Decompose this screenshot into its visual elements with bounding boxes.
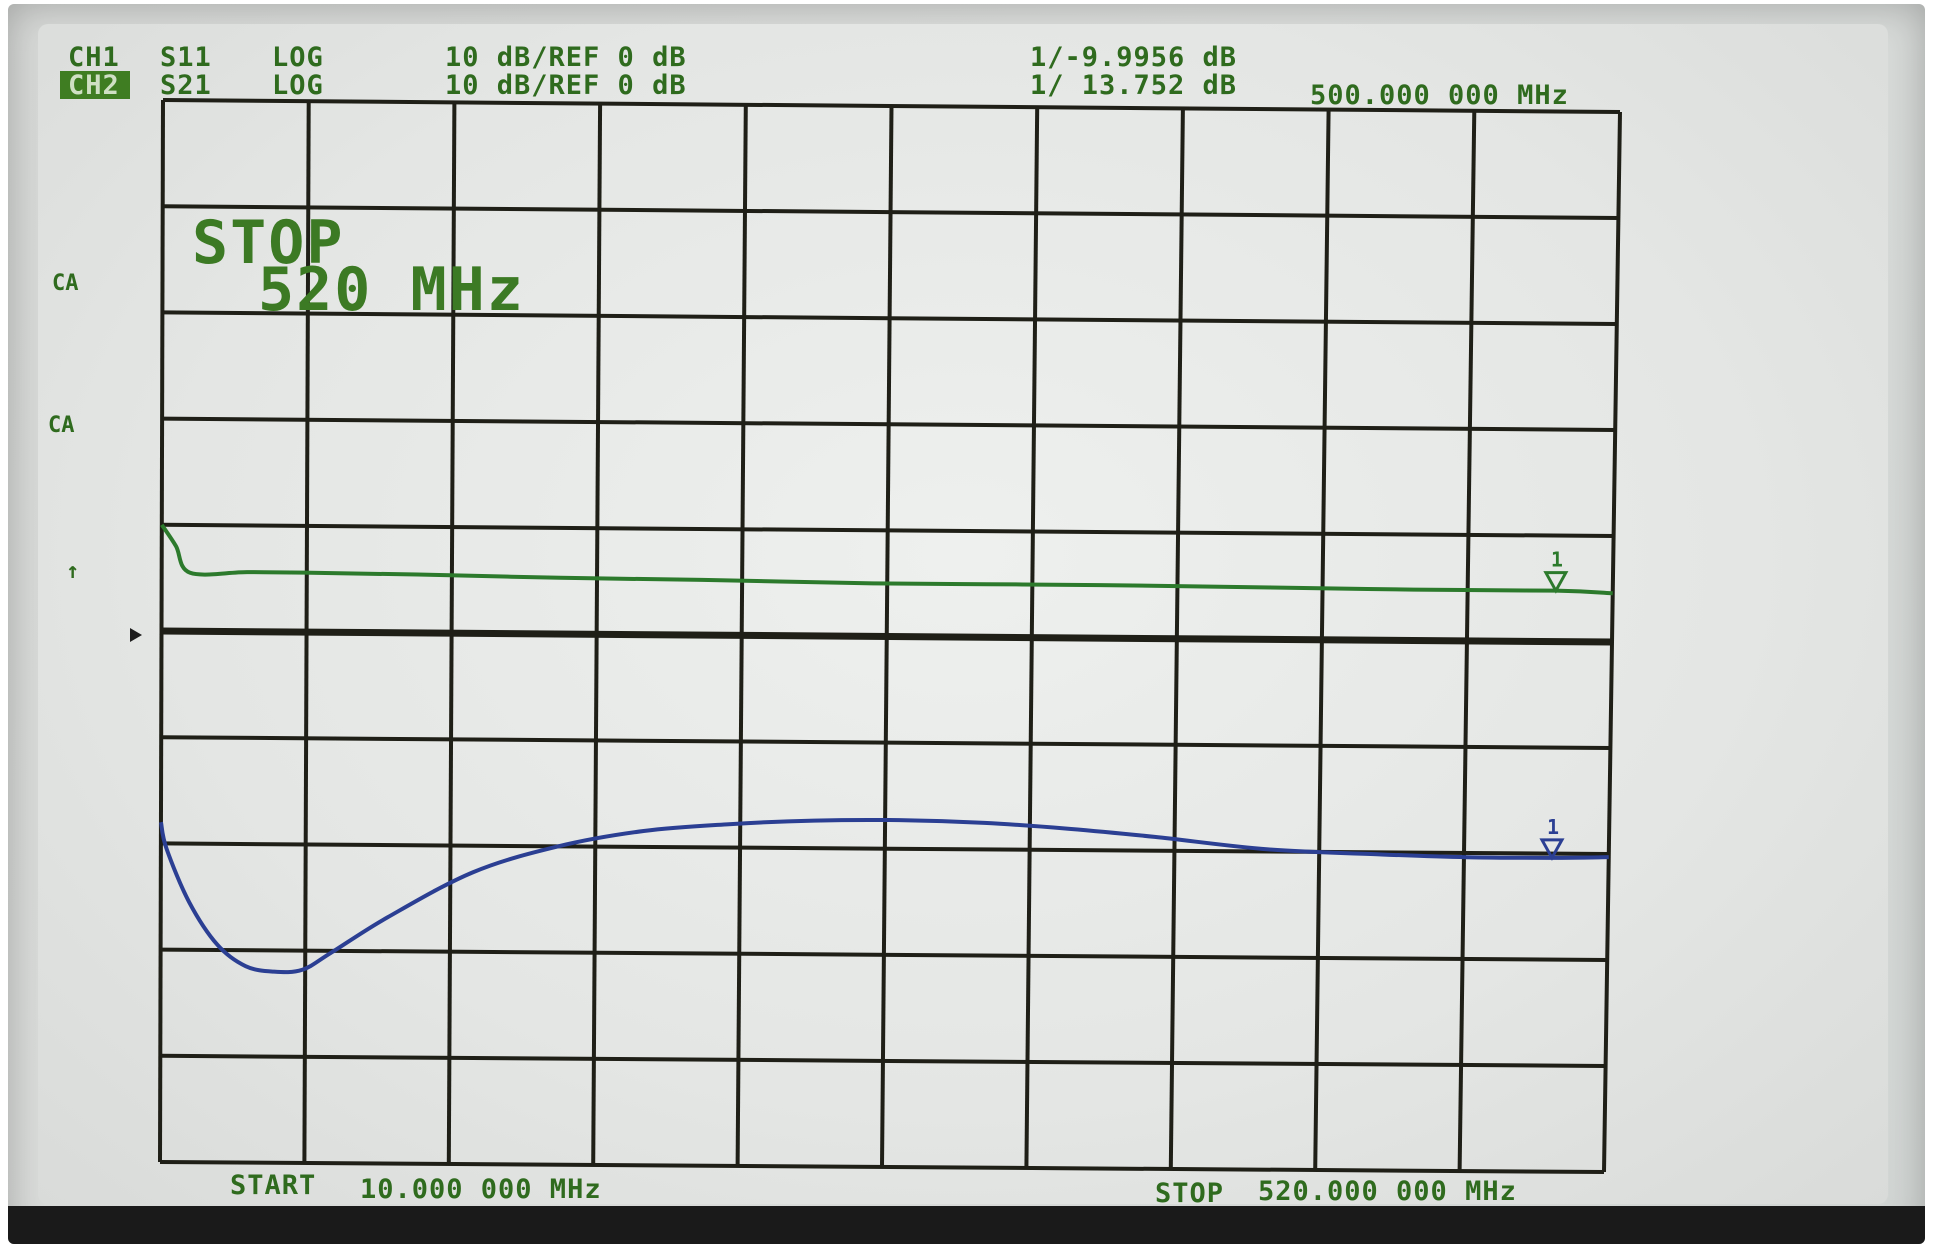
grid-hline (162, 204, 1619, 220)
grid-hline (159, 1160, 1605, 1174)
svg-text:1: 1 (1547, 815, 1559, 839)
reference-arrow-icon: ↑ (66, 559, 79, 584)
svg-text:1: 1 (1551, 548, 1563, 572)
trace-s21 (160, 523, 1613, 596)
ch1-format: LOG (272, 42, 324, 73)
ch-indicator-1: CA (52, 271, 79, 296)
grid-hline (160, 947, 1608, 962)
stop-frequency: 520.000 000 MHz (1258, 1176, 1517, 1207)
ch1-scale: 10 dB/REF 0 dB (445, 42, 687, 73)
grid-hline (162, 416, 1616, 432)
ch2-format: LOG (272, 70, 324, 101)
ch2-param: S21 (160, 70, 212, 101)
grid-hline (160, 1053, 1606, 1068)
start-frequency: 10.000 000 MHz (360, 1174, 602, 1205)
crt-display (38, 24, 1888, 1204)
marker-s11-icon: 1 (1539, 815, 1565, 861)
grid-hline (162, 310, 1617, 326)
stop-annotation-title: STOP (192, 208, 345, 278)
stop-annotation-value: 520 MHz (258, 255, 525, 325)
chart-traces: 11 (158, 523, 1613, 975)
ch2-marker-readout: 1/ 13.752 dB (1030, 70, 1237, 101)
marker-s21-icon: 1 (1543, 548, 1569, 594)
ch-indicator-2: CA (48, 413, 75, 438)
grid-hline (162, 98, 1621, 114)
bezel-bottom (8, 1206, 1925, 1244)
reference-pointer-icon (130, 628, 142, 642)
start-label: START (230, 1170, 316, 1201)
chart-grid (158, 98, 1622, 1174)
ch2-scale: 10 dB/REF 0 dB (445, 70, 687, 101)
ch1-marker-readout: 1/-9.9956 dB (1030, 42, 1237, 73)
stop-label: STOP (1155, 1178, 1224, 1209)
ch1-param: S11 (160, 42, 212, 73)
grid-hline (161, 522, 1614, 538)
marker-frequency: 500.000 000 MHz (1310, 80, 1569, 111)
analyzer-screen-photo (8, 4, 1925, 1244)
grid-hline (161, 735, 1611, 750)
ch2-active-badge (60, 71, 130, 99)
trace-s11 (158, 817, 1609, 975)
reference-line (161, 627, 1613, 646)
ch1-label: CH1 (68, 42, 120, 73)
ch2-label: CH2 (68, 70, 120, 101)
